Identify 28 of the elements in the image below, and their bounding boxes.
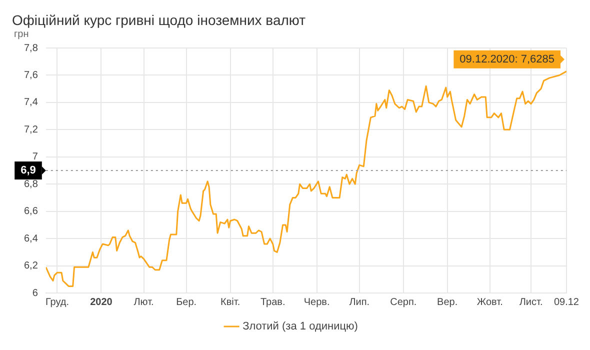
annotation: 09.12.2020: 7,6285	[460, 53, 554, 66]
y-axis-title: грн	[14, 28, 29, 40]
y-tick-label: 6	[32, 288, 38, 299]
legend-label: Злотий (за 1 одиницю)	[242, 320, 358, 333]
x-tick-label: Лип.	[349, 296, 370, 308]
y-tick-label: 7,8	[24, 42, 38, 54]
y-tick-label: 6,2	[24, 260, 38, 272]
y-tick-label: 6,6	[24, 206, 38, 218]
y-tick-label: 7,6	[24, 70, 38, 81]
chart-title: Офіційний курс гривні щодо іноземних валют	[12, 12, 306, 28]
x-tick-label: Бер.	[176, 296, 197, 308]
x-tick-label: Лют.	[134, 296, 154, 308]
x-tick-label: Трав.	[260, 296, 286, 308]
y-tick-label: 7,4	[24, 97, 38, 108]
x-tick-label: Черв.	[304, 296, 330, 308]
x-tick-label: Квіт.	[220, 296, 240, 308]
x-tick-label: Вер.	[437, 296, 458, 308]
x-tick-label: Серп.	[390, 296, 417, 308]
y-tick-label: 7	[32, 152, 38, 163]
x-tick-label: 09.12	[554, 296, 580, 308]
y-tick-label: 6,4	[24, 233, 38, 244]
x-tick-label: Жовт.	[476, 296, 503, 308]
x-tick-label: Лист.	[519, 296, 543, 308]
y-tick-label: 7,2	[24, 124, 38, 136]
ref-line-label: 6,9	[20, 164, 36, 177]
x-tick-label: Груд.	[45, 296, 70, 308]
x-tick-label: 2020	[90, 296, 113, 308]
y-tick-label: 6,8	[24, 178, 38, 190]
